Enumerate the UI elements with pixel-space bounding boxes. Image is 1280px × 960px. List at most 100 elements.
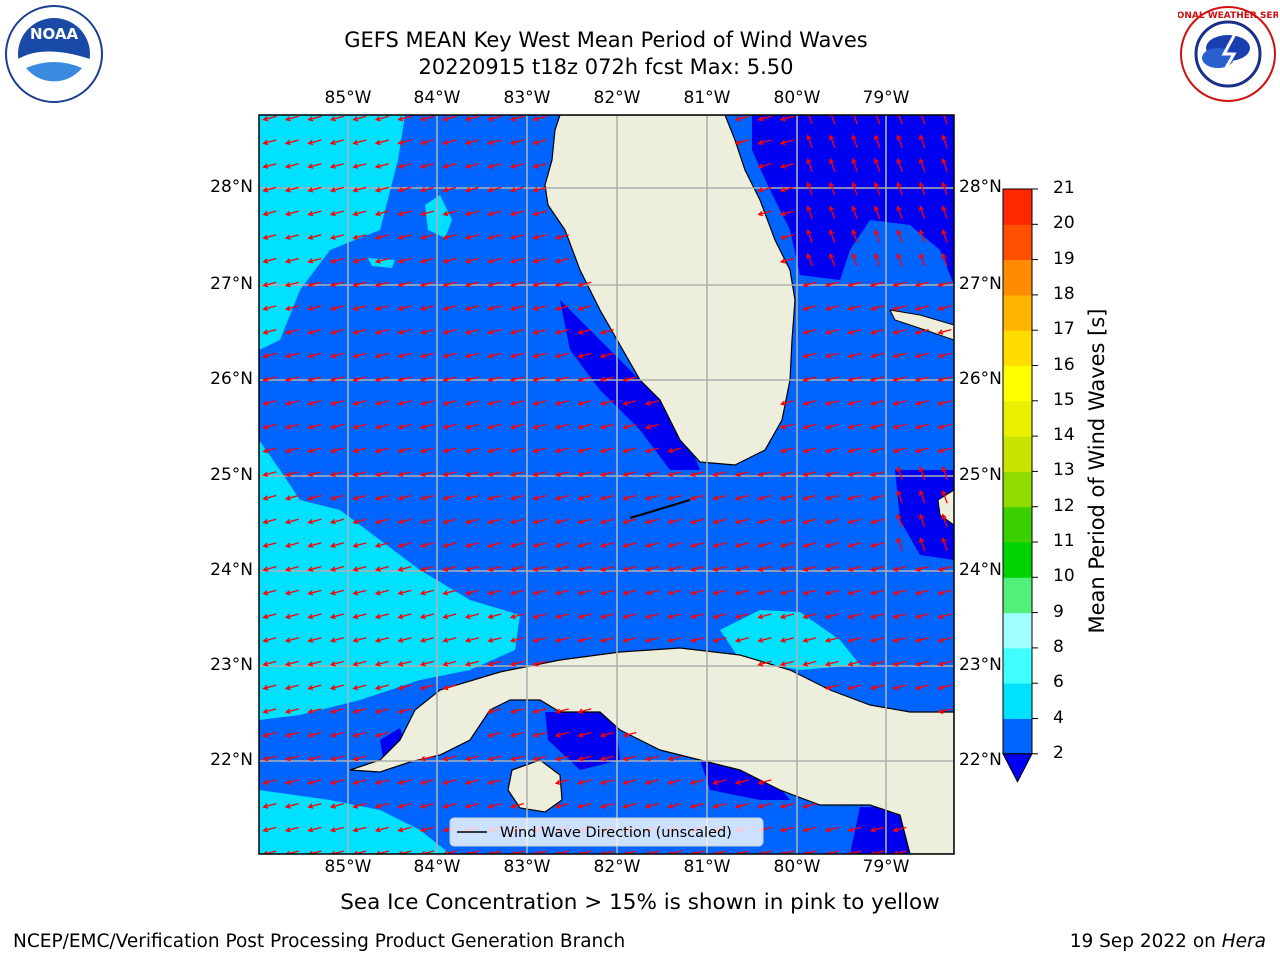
nws-logo: NATIONAL WEATHER SERVICE	[1178, 6, 1278, 102]
wave-direction-arrow	[532, 637, 547, 643]
wave-direction-arrow	[712, 779, 727, 785]
wave-direction-arrow	[487, 731, 502, 738]
wave-direction-arrow	[937, 423, 952, 430]
wave-direction-arrow	[577, 494, 592, 501]
wave-direction-arrow	[599, 447, 614, 454]
wave-direction-arrow	[419, 755, 434, 762]
wave-direction-arrow	[824, 281, 839, 288]
wave-direction-arrow	[779, 660, 794, 667]
wave-direction-arrow	[329, 755, 344, 762]
wave-direction-arrow	[509, 328, 524, 335]
wave-direction-arrow	[532, 589, 547, 596]
wave-direction-arrow	[779, 565, 794, 572]
wave-direction-arrow	[824, 376, 839, 383]
wave-direction-arrow	[307, 660, 322, 667]
wave-direction-arrow	[442, 802, 457, 809]
wave-direction-arrow	[937, 400, 952, 406]
wave-direction-arrow	[262, 447, 277, 454]
wave-direction-arrow	[397, 518, 412, 525]
wave-direction-arrow	[329, 802, 344, 809]
wave-direction-arrow	[464, 186, 479, 193]
wave-direction-arrow	[757, 613, 772, 620]
wave-direction-arrow	[442, 352, 457, 359]
wave-direction-arrow	[554, 755, 569, 762]
lon-label-top: 81°W	[683, 88, 731, 108]
wave-direction-arrow	[329, 779, 344, 785]
wave-direction-arrow	[329, 542, 344, 548]
wave-direction-arrow	[554, 423, 569, 430]
wave-direction-arrow	[464, 518, 479, 525]
lon-label-top: 82°W	[593, 88, 641, 108]
wave-direction-arrow	[397, 684, 412, 691]
wave-direction-arrow	[487, 755, 502, 762]
colorbar-tick-label: 11	[1053, 531, 1075, 551]
wave-direction-arrow	[509, 660, 524, 667]
wave-direction-arrow	[869, 613, 884, 620]
colorbar-band	[1003, 224, 1032, 261]
wave-direction-arrow	[892, 352, 907, 359]
wave-direction-arrow	[851, 205, 858, 220]
sea-ice-note: Sea Ice Concentration > 15% is shown in …	[340, 890, 940, 915]
wave-direction-arrow	[464, 400, 479, 406]
wave-direction-arrow	[622, 471, 637, 477]
wave-direction-arrow	[937, 613, 952, 620]
wave-direction-arrow	[397, 328, 412, 335]
wave-direction-arrow	[397, 471, 412, 477]
wave-direction-arrow	[667, 589, 682, 596]
period-0-2-region-se	[850, 807, 912, 854]
wave-direction-arrow	[869, 637, 884, 643]
wave-direction-arrow	[851, 229, 858, 243]
wave-direction-arrow	[667, 613, 682, 620]
wave-direction-arrow	[352, 518, 367, 525]
wave-direction-arrow	[918, 513, 926, 528]
wave-direction-arrow	[914, 660, 929, 667]
wave-direction-arrow	[284, 186, 299, 193]
wave-direction-arrow	[284, 542, 299, 548]
wave-direction-arrow	[779, 471, 794, 477]
wave-direction-arrow	[464, 447, 479, 454]
wave-direction-arrow	[352, 471, 367, 477]
wave-direction-arrow	[307, 328, 322, 335]
wave-direction-arrow	[329, 352, 344, 359]
footer-credit: NCEP/EMC/Verification Post Processing Pr…	[13, 931, 626, 952]
wave-direction-arrow	[599, 376, 614, 383]
wave-direction-arrow	[464, 423, 479, 430]
wave-direction-arrow	[622, 589, 637, 596]
colorbar-band	[1003, 259, 1032, 296]
wave-direction-arrow	[847, 447, 862, 454]
colorbar-tick-label: 12	[1053, 495, 1075, 516]
wave-direction-arrow	[847, 494, 862, 501]
wave-direction-arrow	[644, 471, 659, 477]
wave-direction-arrow	[757, 779, 772, 785]
wave-direction-arrow	[847, 637, 862, 643]
wave-direction-arrow	[896, 466, 903, 480]
wave-direction-arrow	[914, 305, 929, 311]
wave-direction-arrow	[307, 423, 322, 430]
wave-direction-arrow	[262, 802, 277, 809]
wave-direction-arrow	[824, 684, 839, 691]
wave-direction-arrow	[307, 234, 322, 240]
wave-direction-arrow	[847, 684, 862, 691]
wave-direction-arrow	[464, 352, 479, 359]
wave-direction-arrow	[374, 826, 389, 833]
wave-direction-arrow	[577, 708, 592, 714]
wave-direction-arrow	[464, 163, 479, 169]
wave-direction-arrow	[734, 518, 749, 525]
lat-label-right: 27°N	[959, 274, 1002, 294]
wave-direction-arrow	[622, 542, 637, 548]
wave-direction-arrow	[712, 565, 727, 572]
wave-direction-arrow	[352, 613, 367, 620]
colorbar-tick-label: 14	[1053, 425, 1075, 446]
wave-direction-arrow	[374, 186, 389, 193]
wave-direction-arrow	[599, 494, 614, 501]
wave-direction-arrow	[284, 494, 299, 501]
wave-direction-arrow	[869, 328, 884, 335]
wave-direction-arrow	[892, 328, 907, 335]
lon-label-top: 84°W	[413, 88, 461, 108]
wave-direction-arrow	[847, 328, 862, 335]
wave-direction-arrow	[352, 755, 367, 762]
wave-direction-arrow	[532, 352, 547, 359]
wave-direction-arrow	[599, 589, 614, 596]
lon-label-top: 85°W	[324, 88, 372, 108]
wave-direction-arrow	[892, 305, 907, 311]
